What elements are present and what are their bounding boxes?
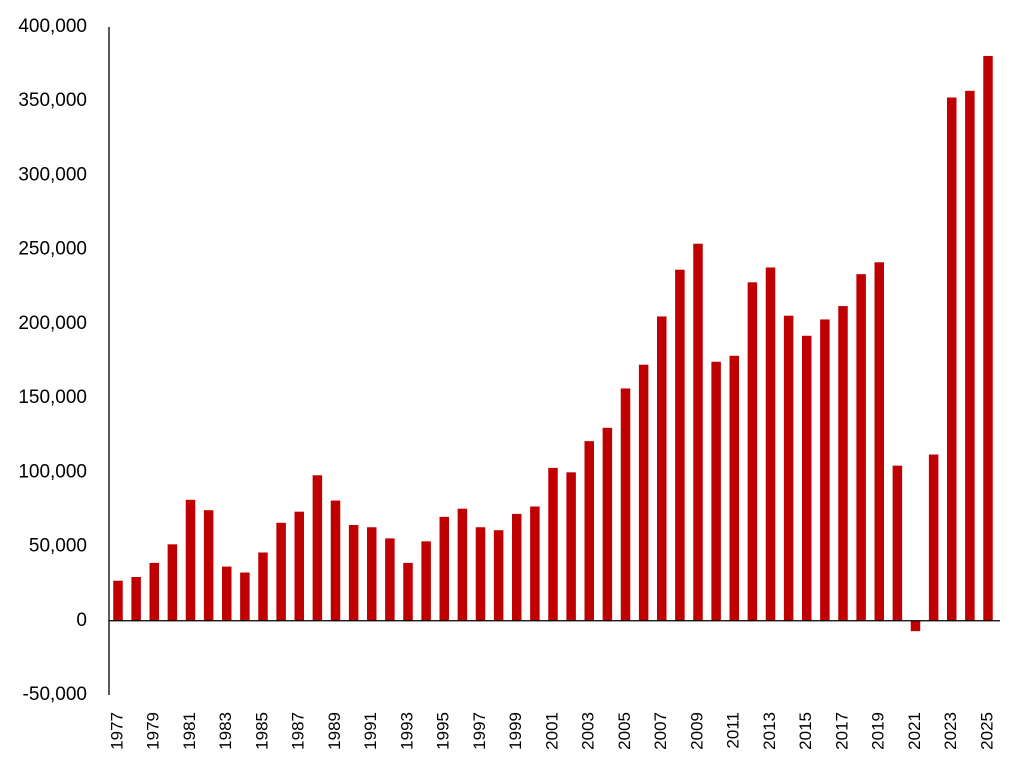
bar-2012 xyxy=(747,282,758,621)
x-tick-label: 1979 xyxy=(144,712,163,750)
bar-2018 xyxy=(856,274,866,621)
x-tick-label: 1995 xyxy=(434,712,453,750)
bar-1996 xyxy=(457,508,468,621)
bar-2019 xyxy=(874,262,884,621)
bar-2004 xyxy=(602,427,613,621)
bar-1988 xyxy=(312,475,323,621)
x-tick-label: 2007 xyxy=(651,712,670,750)
x-tick-label: 2025 xyxy=(977,712,996,750)
bar-2021 xyxy=(910,620,921,632)
x-tick-label: 1981 xyxy=(180,712,199,750)
bar-1981 xyxy=(185,499,196,621)
x-tick-label: 2019 xyxy=(869,712,888,750)
bar-2009 xyxy=(693,243,703,621)
bar-1998 xyxy=(493,530,504,621)
bar-1985 xyxy=(258,552,268,621)
bar-1978 xyxy=(131,576,141,621)
bar-2003 xyxy=(584,441,594,621)
x-tick-label: 1977 xyxy=(107,712,126,750)
bar-1997 xyxy=(475,527,486,621)
bar-2005 xyxy=(620,388,631,621)
x-tick-label: 1999 xyxy=(506,712,525,750)
x-tick-label: 2001 xyxy=(542,712,561,750)
bar-1980 xyxy=(167,544,178,621)
bars-group xyxy=(113,55,993,632)
bar-2022 xyxy=(928,454,939,621)
y-tick-label: 150,000 xyxy=(18,387,87,408)
bar-2007 xyxy=(657,316,667,621)
y-tick-label: 350,000 xyxy=(18,90,87,111)
x-tick-label: 1987 xyxy=(289,712,308,750)
bar-1990 xyxy=(348,525,359,621)
y-tick-label: 200,000 xyxy=(18,313,87,334)
x-tick-label: 2013 xyxy=(760,712,779,750)
y-tick-label: 0 xyxy=(76,610,87,631)
bar-1984 xyxy=(240,572,250,621)
bar-1991 xyxy=(367,527,377,621)
bar-2023 xyxy=(947,97,957,621)
x-tick-label: 2003 xyxy=(579,712,598,750)
bar-2014 xyxy=(783,315,794,621)
x-axis-tick-labels: 1977 1979 1981 1983 1985 1987 1989 1991 1993 1995… xyxy=(107,712,996,750)
x-tick-label: 1993 xyxy=(397,712,416,750)
x-tick-label: 2015 xyxy=(796,712,815,750)
bar-2001 xyxy=(548,467,558,621)
bar-2017 xyxy=(838,306,848,621)
bar-1987 xyxy=(294,511,304,621)
bar-2000 xyxy=(530,506,540,621)
x-tick-label: 1985 xyxy=(252,712,271,750)
x-tick-label: 1991 xyxy=(361,712,380,750)
bar-2016 xyxy=(820,319,830,621)
bar-2020 xyxy=(892,465,903,621)
x-tick-label: 2009 xyxy=(687,712,706,750)
bar-2008 xyxy=(675,269,685,621)
bar-1989 xyxy=(330,500,341,621)
bar-2010 xyxy=(711,361,721,621)
bar-1983 xyxy=(222,566,232,621)
bar-2025 xyxy=(983,55,993,621)
y-tick-label: 400,000 xyxy=(18,16,87,37)
y-tick-label: 300,000 xyxy=(18,164,87,185)
bar-1992 xyxy=(385,538,395,621)
x-tick-label: 1989 xyxy=(325,712,344,750)
y-tick-label: -50,000 xyxy=(23,684,87,705)
bar-1993 xyxy=(403,562,413,621)
x-tick-label: 2023 xyxy=(941,712,960,750)
bar-1979 xyxy=(149,562,159,621)
bar-2024 xyxy=(965,90,975,621)
bar-1995 xyxy=(439,516,449,621)
x-tick-label: 2021 xyxy=(905,712,924,750)
bar-2006 xyxy=(638,364,649,621)
bar-1986 xyxy=(276,522,286,621)
bar-2002 xyxy=(566,472,576,621)
bar-1977 xyxy=(113,580,123,621)
x-tick-label: 1997 xyxy=(470,712,489,750)
x-tick-label: 2011 xyxy=(724,712,743,749)
y-tick-label: 50,000 xyxy=(29,536,87,557)
y-tick-label: 100,000 xyxy=(18,461,87,482)
y-tick-label: 250,000 xyxy=(18,239,87,260)
bar-1994 xyxy=(421,541,431,621)
x-tick-label: 2005 xyxy=(615,712,634,750)
bar-1999 xyxy=(512,513,522,621)
bar-2011 xyxy=(729,355,739,621)
bar-2015 xyxy=(802,335,812,621)
bar-1982 xyxy=(203,510,214,621)
x-tick-label: 1983 xyxy=(216,712,235,750)
y-axis-tick-labels: -50,000 0 50,000 100,000 150,000 200,000 250,0… xyxy=(18,16,87,705)
bar-2013 xyxy=(765,267,776,621)
x-tick-label: 2017 xyxy=(832,712,851,750)
